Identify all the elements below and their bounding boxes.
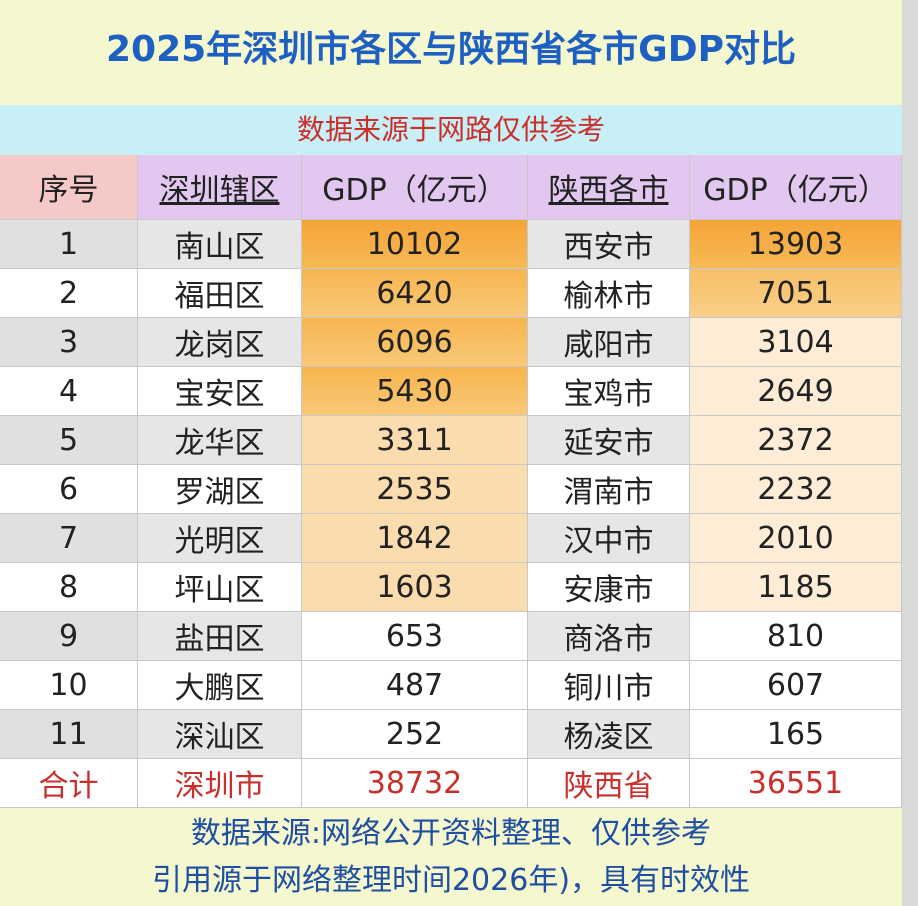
table-cell: 11 <box>0 710 138 758</box>
title: 2025年深圳市各区与陕西省各市GDP对比 <box>105 29 796 70</box>
table-cell: 6 <box>0 465 138 513</box>
total-cell: 38732 <box>302 759 528 807</box>
table-row: 6 罗湖区 2535 渭南市 2232 <box>0 465 902 514</box>
table-cell: 延安市 <box>528 416 690 464</box>
table-row: 11 深汕区 252 杨凌区 165 <box>0 710 902 759</box>
header-cell: GDP（亿元） <box>690 155 902 219</box>
total-cell: 深圳市 <box>138 759 302 807</box>
table-cell: 榆林市 <box>528 269 690 317</box>
table-cell: 9 <box>0 612 138 660</box>
table-cell: 3104 <box>690 318 902 366</box>
table-cell: 安康市 <box>528 563 690 611</box>
header-cell: GDP（亿元） <box>302 155 528 219</box>
table-cell: 龙岗区 <box>138 318 302 366</box>
footer-line: 数据来源:网络公开资料整理、仅供参考 <box>190 816 712 851</box>
total-cell: 36551 <box>690 759 902 807</box>
table-cell: 13903 <box>690 220 902 268</box>
table-row: 9 盐田区 653 商洛市 810 <box>0 612 902 661</box>
total-cell: 合计 <box>0 759 138 807</box>
table-cell: 810 <box>690 612 902 660</box>
table-cell: 光明区 <box>138 514 302 562</box>
table-cell: 2 <box>0 269 138 317</box>
table-cell: 2010 <box>690 514 902 562</box>
table-cell: 7051 <box>690 269 902 317</box>
table-cell: 宝鸡市 <box>528 367 690 415</box>
table-cell: 福田区 <box>138 269 302 317</box>
table-cell: 罗湖区 <box>138 465 302 513</box>
table-row: 5 龙华区 3311 延安市 2372 <box>0 416 902 465</box>
table-row: 3 龙岗区 6096 咸阳市 3104 <box>0 318 902 367</box>
table-row: 8 坪山区 1603 安康市 1185 <box>0 563 902 612</box>
table-cell: 2372 <box>690 416 902 464</box>
table-cell: 5 <box>0 416 138 464</box>
table-cell: 2232 <box>690 465 902 513</box>
table-cell: 铜川市 <box>528 661 690 709</box>
table-cell: 7 <box>0 514 138 562</box>
table-cell: 10 <box>0 661 138 709</box>
table-cell: 宝安区 <box>138 367 302 415</box>
header-cell: 序号 <box>0 155 138 219</box>
table-row: 4 宝安区 5430 宝鸡市 2649 <box>0 367 902 416</box>
table-cell: 1842 <box>302 514 528 562</box>
table-cell: 杨凌区 <box>528 710 690 758</box>
table-cell: 咸阳市 <box>528 318 690 366</box>
table-cell: 西安市 <box>528 220 690 268</box>
table-cell: 1185 <box>690 563 902 611</box>
table-cell: 5430 <box>302 367 528 415</box>
table-cell: 2535 <box>302 465 528 513</box>
table-row: 7 光明区 1842 汉中市 2010 <box>0 514 902 563</box>
table-row: 2 福田区 6420 榆林市 7051 <box>0 269 902 318</box>
table-cell: 渭南市 <box>528 465 690 513</box>
table-cell: 汉中市 <box>528 514 690 562</box>
table-cell: 6420 <box>302 269 528 317</box>
table-cell: 6096 <box>302 318 528 366</box>
table-cell: 南山区 <box>138 220 302 268</box>
header-row: 序号 深圳辖区 GDP（亿元） 陕西各市 GDP（亿元） <box>0 155 902 220</box>
total-row: 合计 深圳市 38732 陕西省 36551 <box>0 759 902 808</box>
table-cell: 165 <box>690 710 902 758</box>
table-cell: 坪山区 <box>138 563 302 611</box>
table-row: 1 南山区 10102 西安市 13903 <box>0 220 902 269</box>
table-cell: 3311 <box>302 416 528 464</box>
table-cell: 龙华区 <box>138 416 302 464</box>
table-cell: 653 <box>302 612 528 660</box>
table-cell: 1603 <box>302 563 528 611</box>
table-row: 10 大鹏区 487 铜川市 607 <box>0 661 902 710</box>
table-cell: 大鹏区 <box>138 661 302 709</box>
header-cell: 深圳辖区 <box>138 155 302 219</box>
table-cell: 8 <box>0 563 138 611</box>
table-cell: 252 <box>302 710 528 758</box>
table-cell: 商洛市 <box>528 612 690 660</box>
header-cell: 陕西各市 <box>528 155 690 219</box>
table-cell: 4 <box>0 367 138 415</box>
table-cell: 10102 <box>302 220 528 268</box>
table-cell: 607 <box>690 661 902 709</box>
table-cell: 487 <box>302 661 528 709</box>
table: 序号 深圳辖区 GDP（亿元） 陕西各市 GDP（亿元） 1 南山区 10102 西安市 1390… <box>0 155 902 808</box>
table-cell: 1 <box>0 220 138 268</box>
table-cell: 3 <box>0 318 138 366</box>
table-cell: 盐田区 <box>138 612 302 660</box>
total-cell: 陕西省 <box>528 759 690 807</box>
table-cell: 深汕区 <box>138 710 302 758</box>
footer-line: 引用源于网络整理时间2026年)，具有时效性 <box>151 863 751 898</box>
subtitle: 数据来源于网路仅供参考 <box>0 105 902 155</box>
table-cell: 2649 <box>690 367 902 415</box>
